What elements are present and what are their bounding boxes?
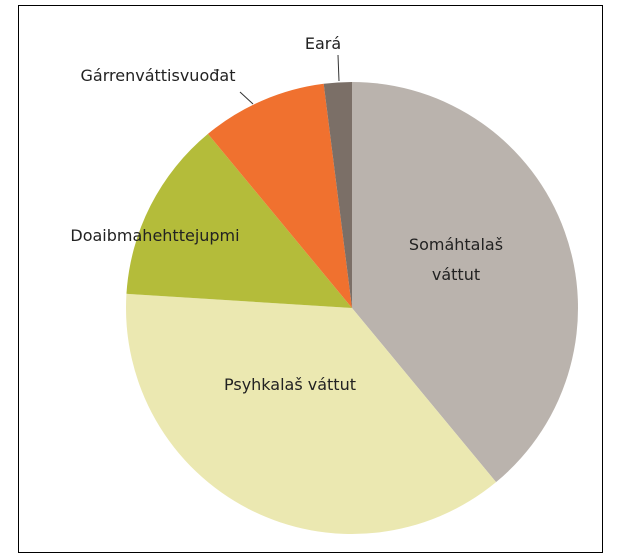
slice-label: Psyhkalaš váttut	[223, 375, 356, 394]
leader-line	[337, 54, 340, 82]
slice-label: Gárrenváttisvuođat	[80, 66, 236, 85]
pie-slice	[323, 82, 352, 308]
pie-slice	[207, 83, 352, 308]
pie-slice	[126, 293, 497, 534]
slice-label: Somáhtalaš váttut	[408, 235, 504, 284]
slice-label: Doaibmahehttejupmi	[70, 226, 240, 245]
pie-slice	[352, 82, 578, 483]
slice-label: Eará	[304, 34, 342, 53]
pie-slice	[126, 133, 353, 308]
frame	[18, 5, 603, 553]
leader-line	[239, 91, 254, 105]
